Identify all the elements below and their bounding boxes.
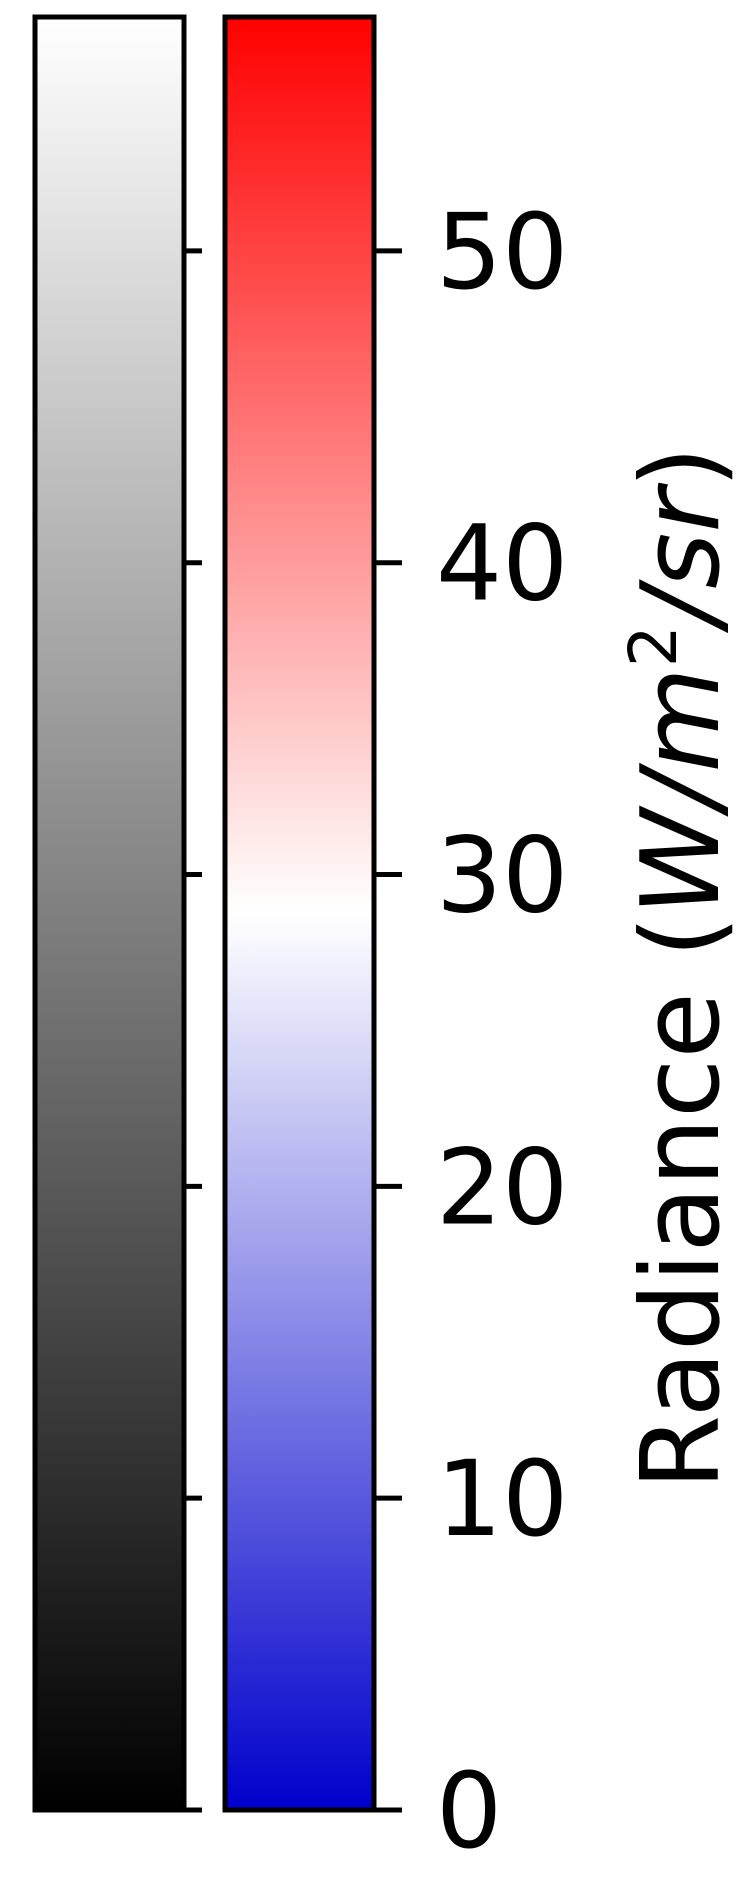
grayscale-colorbar	[32, 14, 187, 1813]
y-axis-label: Radiance (W/m2/sr)	[615, 446, 744, 1490]
y-axis-label-unit-sr: sr	[619, 483, 744, 589]
tick-label-10: 10	[436, 1438, 568, 1560]
tick-labels: 0 10 20 30 40 50	[436, 191, 568, 1872]
y-axis-label-close: )	[619, 446, 744, 488]
y-axis-label-main: Radiance (	[619, 916, 744, 1490]
bwr-colorbar	[222, 14, 377, 1813]
tick-label-0: 0	[436, 1750, 502, 1872]
y-axis-label-unit-m: m	[619, 667, 744, 772]
tick-label-20: 20	[436, 1126, 568, 1248]
grayscale-colorbar-ticks	[184, 248, 202, 1813]
tick-label-30: 30	[436, 815, 568, 937]
tick-label-50: 50	[436, 191, 568, 313]
y-axis-label-unit-w: W	[619, 805, 744, 916]
bwr-colorbar-ticks	[374, 248, 402, 1813]
y-axis-label-exponent: 2	[615, 625, 692, 667]
tick-label-40: 40	[436, 503, 568, 625]
